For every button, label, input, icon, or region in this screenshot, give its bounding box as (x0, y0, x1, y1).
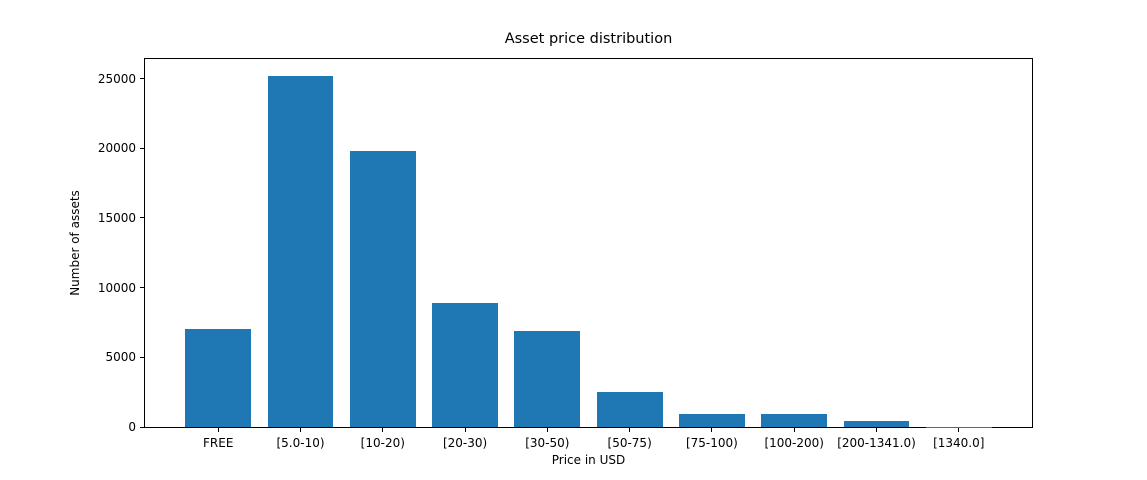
x-tick-mark (382, 428, 384, 432)
bar (432, 302, 498, 427)
x-tick-mark (217, 428, 219, 432)
x-tick-mark (958, 428, 960, 432)
x-tick-label: [30-50) (525, 436, 570, 450)
x-tick-label: [50-75) (607, 436, 652, 450)
bar (761, 414, 828, 427)
x-axis-label: Price in USD (551, 453, 626, 467)
x-tick-mark (793, 428, 795, 432)
chart-title: Asset price distribution (504, 31, 673, 47)
x-tick-label: [10-20) (360, 436, 405, 450)
x-tick-mark (300, 428, 301, 432)
x-tick-label: [5.0-10) (276, 436, 325, 450)
x-tick-label: FREE (203, 436, 234, 450)
y-tick-label: 15000 (97, 210, 136, 225)
y-tick-label: 10000 (97, 280, 136, 295)
bar (679, 414, 745, 427)
y-tick-label: 20000 (97, 141, 136, 156)
bar (185, 329, 252, 427)
y-tick-mark (140, 217, 144, 219)
plot-area (144, 58, 1033, 428)
x-tick-mark (464, 428, 466, 432)
bar (843, 421, 910, 427)
y-tick-label: 0 (128, 420, 136, 434)
y-tick-mark (140, 78, 144, 79)
y-tick-mark (140, 426, 144, 428)
bar (349, 151, 416, 427)
x-tick-label: [1340.0] (933, 436, 985, 450)
bar (267, 75, 334, 427)
x-tick-mark (629, 428, 631, 432)
x-tick-mark (546, 428, 548, 432)
bars-container (145, 59, 1032, 427)
x-tick-label: [100-200) (764, 436, 824, 450)
bar (596, 392, 663, 427)
y-tick-label: 25000 (97, 71, 136, 86)
x-tick-label: [200-1341.0) (837, 436, 916, 450)
x-tick-label: [20-30) (442, 436, 488, 450)
x-tick-label: [75-100) (685, 436, 738, 450)
x-tick-mark (711, 428, 713, 432)
y-tick-label: 5000 (105, 350, 136, 365)
bar (514, 330, 581, 427)
y-tick-mark (140, 356, 144, 358)
x-tick-mark (875, 428, 877, 432)
y-tick-mark (140, 287, 144, 289)
y-tick-mark (140, 147, 144, 149)
